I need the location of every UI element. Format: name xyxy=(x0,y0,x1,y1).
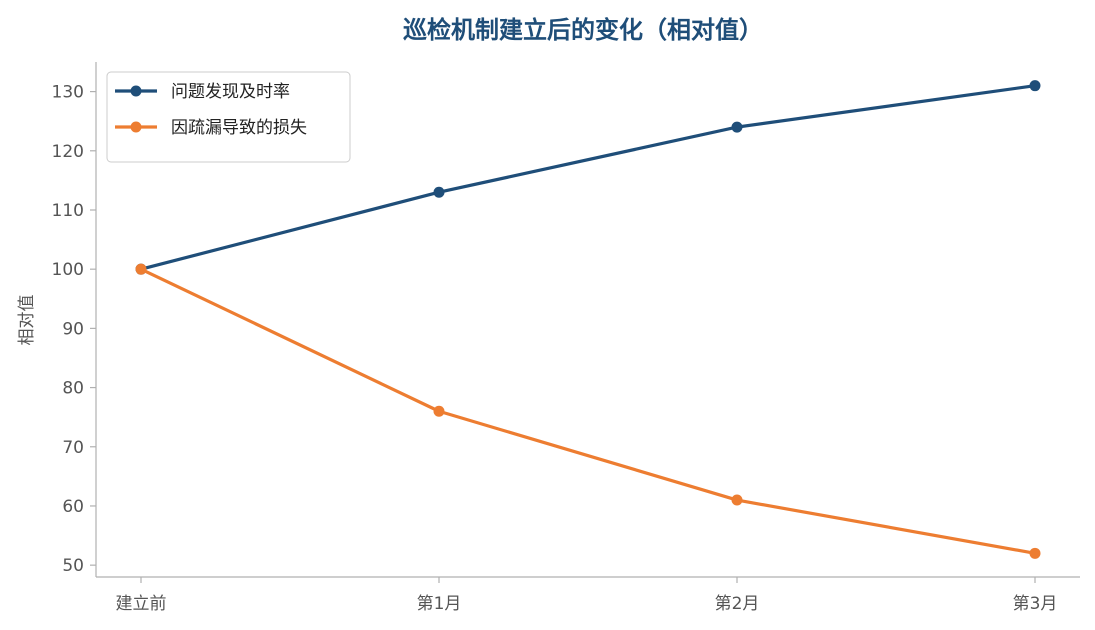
chart-title: 巡检机制建立后的变化（相对值） xyxy=(403,16,763,44)
y-tick-label: 110 xyxy=(52,201,84,221)
legend-box xyxy=(106,71,351,163)
data-point xyxy=(1029,80,1041,92)
data-point xyxy=(433,186,445,198)
series-2 xyxy=(135,263,1041,559)
y-tick-label: 120 xyxy=(52,142,84,162)
y-tick-label: 50 xyxy=(62,556,84,576)
y-tick-label: 80 xyxy=(62,379,84,399)
y-tick-label: 100 xyxy=(52,260,84,280)
series-line xyxy=(139,267,1037,555)
legend-swatch-marker xyxy=(130,85,142,97)
data-point xyxy=(1029,547,1041,559)
x-tick-label: 第2月 xyxy=(715,594,760,614)
legend-swatch-marker xyxy=(130,121,142,133)
y-tick-label: 70 xyxy=(62,438,84,458)
y-tick-label: 90 xyxy=(62,319,84,339)
y-tick-label: 130 xyxy=(52,83,84,103)
y-tick-label: 60 xyxy=(62,497,84,517)
y-axis-label: 相对值 xyxy=(17,295,37,346)
legend-label: 问题发现及时率 xyxy=(171,82,290,102)
legend-label: 因疏漏导致的损失 xyxy=(171,118,307,138)
legend-item: 因疏漏导致的损失 xyxy=(115,118,307,138)
series-layer xyxy=(135,80,1041,559)
data-point xyxy=(731,494,743,506)
x-tick-label: 第3月 xyxy=(1013,594,1058,614)
series-line xyxy=(139,84,1037,271)
data-point xyxy=(731,121,743,133)
axes: 50 60 70 80 90 100 110 120 130 建立前 第1月 第2月 第3月 xyxy=(52,62,1080,614)
data-point xyxy=(135,263,147,275)
data-point xyxy=(433,405,445,417)
legend-item: 问题发现及时率 xyxy=(115,82,290,102)
x-tick-label: 第1月 xyxy=(417,594,462,614)
x-tick-label: 建立前 xyxy=(116,594,167,614)
